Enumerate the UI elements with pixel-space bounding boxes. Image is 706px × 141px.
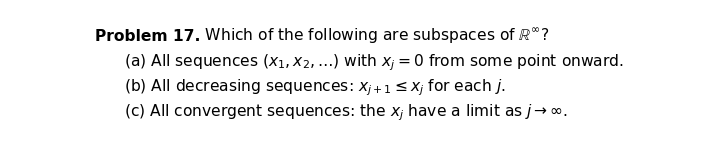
Text: Which of the following are subspaces of $\mathbb{R}^{\infty}$?: Which of the following are subspaces of … — [201, 27, 549, 46]
Text: (a) All sequences $(x_1, x_2, \ldots)$ with $x_j = 0$ from some point onward.: (a) All sequences $(x_1, x_2, \ldots)$ w… — [124, 52, 624, 73]
Text: Problem 17.: Problem 17. — [95, 29, 201, 44]
Text: (c) All convergent sequences: the $x_j$ have a limit as $j \to \infty$.: (c) All convergent sequences: the $x_j$ … — [124, 102, 568, 123]
Text: (b) All decreasing sequences: $x_{j+1} \leq x_j$ for each $j$.: (b) All decreasing sequences: $x_{j+1} \… — [124, 77, 505, 98]
